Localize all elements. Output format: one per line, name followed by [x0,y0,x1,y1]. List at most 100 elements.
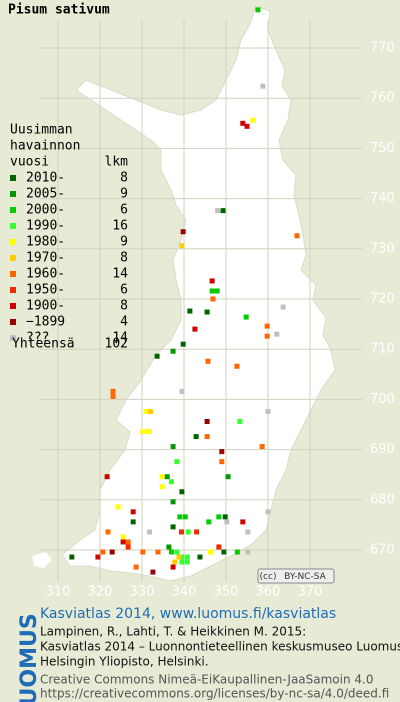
occurrence [125,544,131,550]
occurrence [193,434,199,440]
legend-count: 9 [120,235,128,250]
occurrence [216,514,222,520]
occurrence [255,7,261,13]
occurrence [204,434,210,440]
legend-label: 1900- [26,299,65,314]
legend-swatch [10,175,16,181]
occurrence [215,208,221,214]
occurrence [197,554,203,560]
occurrence [170,348,176,354]
occurrence [179,559,185,565]
legend-count: 14 [112,267,128,282]
occurrence [274,331,280,337]
occurrence [140,549,146,555]
y-tick-label: 750 [370,141,395,156]
occurrence [100,549,106,555]
legend-label: 1960- [26,267,65,282]
occurrence [207,549,213,555]
occurrence [224,519,230,525]
citation-line: Helsingin Yliopisto, Helsinki. [40,655,209,669]
legend-swatch [10,303,16,309]
occurrence [146,429,152,435]
occurrence [280,304,286,310]
occurrence [133,564,139,570]
occurrence [176,554,182,560]
occurrence [225,474,231,480]
legend-heading: havainnon [10,139,80,154]
occurrence [147,529,153,535]
y-tick-label: 730 [370,241,395,256]
legend-label: 1950- [26,283,65,298]
aland-islands [32,552,52,568]
occurrence [178,529,184,535]
luomus-logo: LUOMUS [17,613,42,702]
occurrence [245,549,251,555]
occurrence [105,529,111,535]
x-tick-label: 350 [214,585,239,600]
legend-count: 6 [120,283,128,298]
legend-swatch [10,239,16,245]
y-tick-label: 770 [370,41,395,56]
occurrence [110,388,116,394]
y-tick-label: 710 [370,342,395,357]
occurrence [209,278,215,284]
occurrence [143,408,149,414]
occurrence [179,554,185,560]
y-tick-label: 720 [370,292,395,307]
occurrence [110,393,116,399]
legend-count: 8 [120,251,128,266]
occurrence [125,539,131,545]
occurrence [244,123,250,129]
occurrence [264,333,270,339]
occurrence [210,296,216,302]
occurrence [187,308,193,314]
occurrence [240,519,246,525]
occurrence [204,309,210,315]
y-tick-label: 690 [370,442,395,457]
occurrence [69,554,75,560]
occurrence [174,549,180,555]
occurrence [179,243,185,249]
occurrence [180,341,186,347]
legend-swatch [10,191,16,197]
occurrence [120,534,126,540]
occurrence [120,539,126,545]
occurrence [130,509,136,515]
y-tick-label: 670 [370,543,395,558]
x-tick-label: 320 [88,585,113,600]
occurrence [265,408,271,414]
legend-total-label: Yhteensä [12,337,75,352]
occurrence [237,418,243,424]
occurrence [219,459,225,465]
occurrence [259,444,265,450]
y-tick-label: 760 [370,91,395,106]
occurrence [170,524,176,530]
legend-heading: vuosi [10,155,49,170]
license-line[interactable]: https://creativecommons.org/licenses/by-… [40,687,389,701]
occurrence [204,418,210,424]
occurrence [180,229,186,235]
occurrence [264,323,270,329]
occurrence [222,514,228,520]
occurrence [109,549,115,555]
occurrence [194,529,200,535]
legend-count-heading: lkm [105,155,129,170]
occurrence [184,554,190,560]
occurrence [250,117,256,123]
legend-count: 16 [112,219,128,234]
legend-label: ??? [26,331,49,346]
occurrence [209,288,215,294]
occurrence [115,504,121,510]
occurrence [240,120,246,126]
occurrence [245,529,251,535]
occurrence [185,529,191,535]
occurrence [172,559,178,565]
x-tick-label: 310 [46,585,71,600]
x-tick-label: 340 [172,585,197,600]
license-badge: BY-NC-SA [284,572,327,582]
atlas-link[interactable]: Kasviatlas 2014, www.luomus.fi/kasviatla… [40,606,336,622]
license-badge-box [257,568,335,584]
legend-swatch [10,271,16,277]
occurrence [234,363,240,369]
